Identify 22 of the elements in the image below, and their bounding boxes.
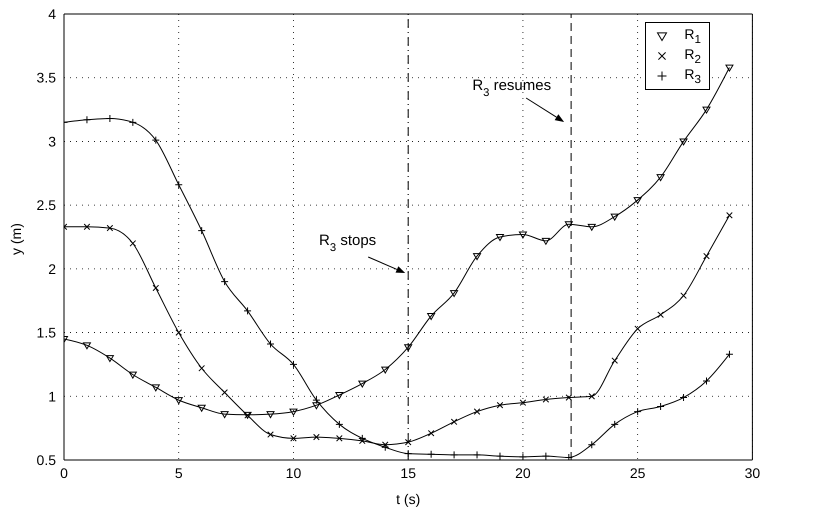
y-tick-label: 1.5 (36, 324, 56, 341)
ref-line-label: R$_{3}$ resumes (472, 77, 552, 99)
legend-label: R$_{2}$ (684, 46, 701, 66)
x-tick-label: 20 (515, 464, 531, 481)
legend-label: R$_{3}$ (684, 66, 701, 86)
y-tick-label: 1 (48, 388, 56, 404)
x-tick-label: 10 (286, 464, 302, 481)
x-tick-label: 0 (60, 464, 68, 481)
legend-label: R$_{1}$ (684, 26, 701, 46)
y-axis-title: y (m) (8, 223, 24, 255)
ref-line-label: R$_{3}$ stops (319, 232, 376, 254)
x-tick-label: 25 (630, 464, 646, 481)
y-tick-label: 2 (48, 260, 56, 277)
x-axis-title: t (s) (396, 491, 420, 507)
y-tick-label: 0.5 (36, 452, 56, 468)
y-tick-label: 3 (48, 133, 56, 150)
x-tick-label: 30 (744, 464, 760, 481)
x-tick-label: 5 (174, 464, 183, 481)
y-tick-label: 2.5 (36, 197, 56, 214)
x-tick-label: 15 (400, 464, 416, 481)
y-tick-label: 3.5 (36, 70, 56, 86)
y-tick-label: 4 (48, 6, 56, 22)
